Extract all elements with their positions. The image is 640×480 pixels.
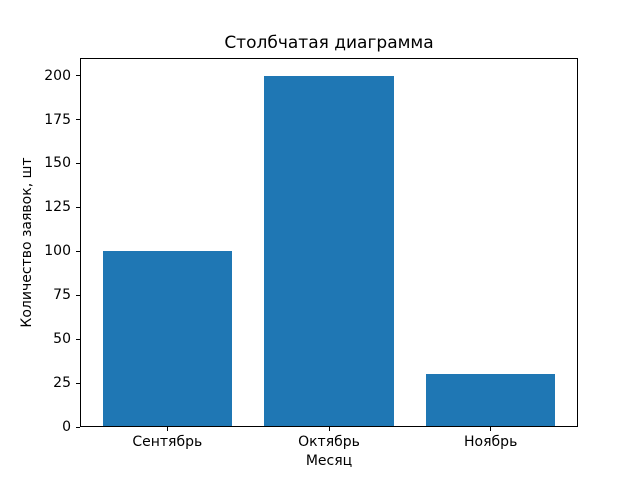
- chart-title: Столбчатая диаграмма: [224, 33, 434, 53]
- plot-border: [80, 58, 578, 427]
- y-tick-label: 50: [53, 331, 71, 348]
- x-tick-mark: [490, 427, 492, 431]
- y-tick-label: 175: [44, 111, 71, 128]
- y-tick-mark: [76, 119, 80, 120]
- x-tick-label: Октябрь: [298, 434, 360, 450]
- y-tick-label: 125: [44, 199, 71, 216]
- x-tick-label: Сентябрь: [132, 434, 203, 450]
- y-tick-label: 100: [44, 243, 71, 260]
- y-tick-label: 25: [53, 375, 71, 392]
- y-tick-mark: [76, 338, 80, 340]
- y-tick-label: 200: [44, 67, 71, 84]
- y-tick-label: 75: [53, 287, 71, 304]
- x-tick-label: Ноябрь: [464, 434, 518, 450]
- bar-Ноябрь: [426, 374, 556, 427]
- y-tick-mark: [76, 162, 80, 164]
- y-tick-mark: [76, 426, 80, 428]
- y-tick-label: 0: [62, 419, 71, 435]
- y-tick-mark: [76, 382, 80, 384]
- y-tick-mark: [76, 75, 80, 77]
- x-tick-mark: [166, 427, 168, 431]
- x-axis-label: Месяц: [305, 453, 353, 469]
- y-tick-mark: [76, 250, 80, 252]
- y-tick-label: 150: [44, 155, 71, 172]
- y-tick-mark: [76, 294, 80, 296]
- bar-Октябрь: [264, 75, 394, 427]
- bar-Сентябрь: [102, 251, 232, 427]
- y-tick-mark: [76, 206, 80, 208]
- x-tick-mark: [328, 427, 330, 431]
